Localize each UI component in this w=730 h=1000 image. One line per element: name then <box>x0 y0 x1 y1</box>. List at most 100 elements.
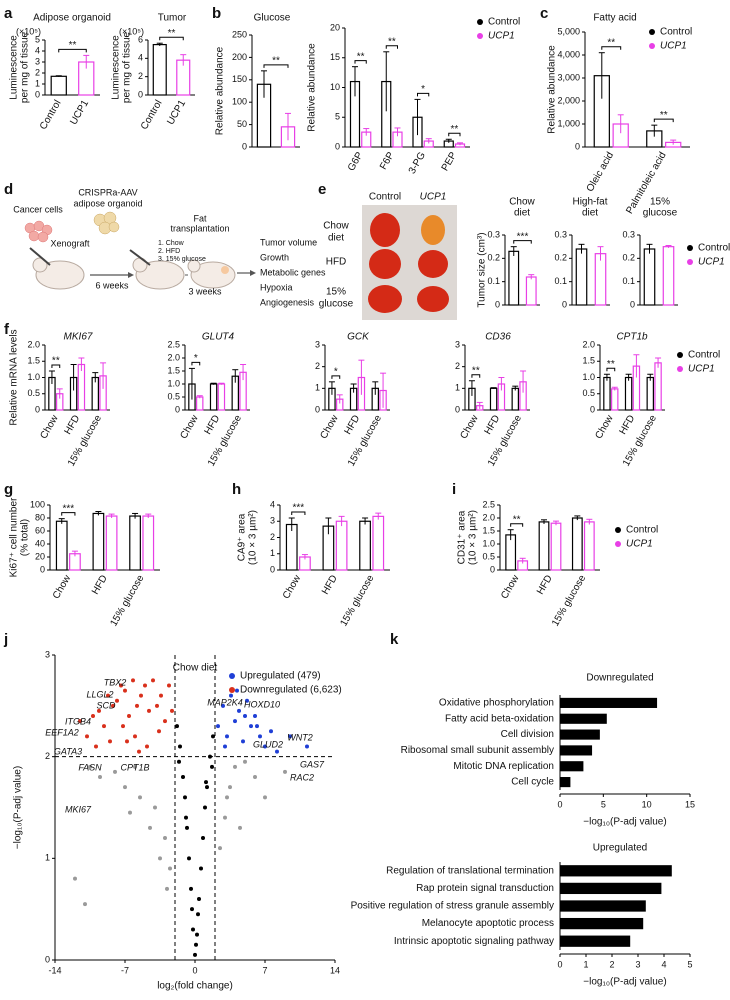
point <box>108 739 112 744</box>
y-tick-label: 0.2 <box>622 253 635 263</box>
tumor-photo: e Control UCP1 Chow diet HFD 15% glucose <box>318 181 457 320</box>
point <box>221 703 225 708</box>
panel-label: b <box>212 5 221 22</box>
category-label: Cell division <box>501 729 554 740</box>
point <box>83 902 87 907</box>
significance-bracket <box>448 132 461 137</box>
point <box>165 886 169 891</box>
point <box>228 785 232 790</box>
y-tick-label: 0 <box>590 404 595 414</box>
point <box>137 749 141 754</box>
chart-title: diet <box>582 208 598 219</box>
y-axis-label: (% total) <box>20 519 31 556</box>
column-label: UCP1 <box>420 192 447 203</box>
chart-title: MKI67 <box>64 332 93 343</box>
point <box>145 744 149 749</box>
legend-label: Downregulated (6,623) <box>240 685 342 696</box>
bar <box>583 521 595 571</box>
x-tick-label: 15% glucose <box>338 573 376 628</box>
bar <box>560 729 600 740</box>
point <box>143 683 147 688</box>
y-tick-label: 100 <box>30 499 45 509</box>
row-label: Chow <box>323 221 349 232</box>
category-label: Oxidative phosphorylation <box>439 698 554 709</box>
point <box>183 795 187 800</box>
readout: Angiogenesis <box>260 297 315 307</box>
y-axis-label: Luminescence <box>9 35 20 100</box>
bar <box>643 248 656 306</box>
significance-bracket <box>606 367 616 372</box>
readout: Metabolic genes <box>260 267 326 277</box>
label: 6 weeks <box>95 280 129 290</box>
legend-label: UCP1 <box>688 364 715 375</box>
bar <box>560 900 646 912</box>
bar <box>77 363 86 411</box>
y-tick-label: 3 <box>455 339 460 349</box>
y-axis-label: (10 × 3 µm²) <box>468 510 479 565</box>
significance-label: ** <box>472 365 480 376</box>
legend-marker <box>677 352 683 358</box>
x-tick-label: 1 <box>583 959 588 969</box>
gene-label: ITGB4 <box>65 716 91 726</box>
x-axis-label: −log₁₀(P-adj value) <box>583 817 666 828</box>
legend-marker <box>477 19 483 25</box>
y-tick-label: 0.1 <box>554 276 567 286</box>
point <box>153 805 157 810</box>
bar <box>646 376 654 411</box>
y-tick-label: 0.1 <box>487 276 500 286</box>
gene-label: HOXD10 <box>244 699 280 709</box>
category-label: Rap protein signal transduction <box>416 883 554 894</box>
point <box>148 825 152 830</box>
y-tick-label: 0 <box>35 89 40 99</box>
legend-label: Control <box>688 350 720 361</box>
gene-label: MKI67 <box>65 804 92 814</box>
chart-title: GCK <box>347 332 370 343</box>
point <box>205 785 209 790</box>
x-tick-label: HFD <box>203 413 223 436</box>
y-tick-label: 0 <box>40 564 45 574</box>
x-tick-label: 3 <box>635 959 640 969</box>
significance-label: ** <box>168 28 176 39</box>
point <box>91 714 95 718</box>
y-tick-label: 3 <box>45 649 50 659</box>
bar <box>538 521 550 571</box>
x-tick-label: F6P <box>378 150 397 172</box>
chart-title: GLUT4 <box>202 332 235 343</box>
legend-marker <box>229 687 235 693</box>
y-axis-label: per mg of tissue <box>122 31 133 103</box>
bar <box>560 935 631 947</box>
point <box>133 764 137 769</box>
point <box>158 856 162 861</box>
chart-title: Adipose organoid <box>33 13 111 24</box>
significance-bracket <box>513 240 532 244</box>
point <box>218 846 222 851</box>
significance-bracket <box>510 523 524 527</box>
significance-bracket <box>51 364 61 368</box>
significance-bracket <box>159 36 184 41</box>
row-label: HFD <box>326 257 347 268</box>
y-tick-label: 2.5 <box>167 339 180 349</box>
panel-label: d <box>4 181 13 198</box>
bar <box>372 515 385 571</box>
x-tick-label: Control <box>139 98 165 131</box>
chart-title: Upregulated <box>593 843 647 854</box>
point <box>177 759 181 764</box>
x-tick-label: 0 <box>557 959 562 969</box>
chart-title: Chow <box>509 197 535 208</box>
significance-label: ** <box>388 36 396 47</box>
x-tick-label: 2 <box>609 959 614 969</box>
bar <box>129 515 141 571</box>
gene-label: GLUD2 <box>253 739 283 749</box>
point <box>275 749 279 754</box>
x-tick-label: HFD <box>343 413 363 436</box>
x-tick-label: 0 <box>557 799 562 809</box>
legend-marker <box>615 541 621 547</box>
y-tick-label: 2.0 <box>482 512 495 522</box>
point <box>131 678 135 683</box>
label: 1. Chow <box>158 240 185 247</box>
cells-icon <box>24 220 53 243</box>
point <box>94 744 98 749</box>
point <box>139 693 143 698</box>
point <box>127 714 131 718</box>
legend-label: UCP1 <box>488 31 515 42</box>
